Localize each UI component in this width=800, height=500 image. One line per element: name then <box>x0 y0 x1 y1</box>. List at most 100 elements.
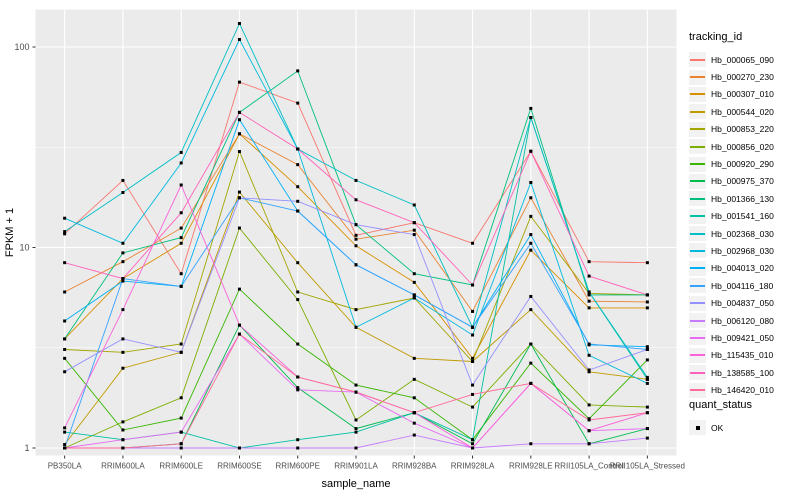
data-point <box>121 337 125 341</box>
data-point <box>179 161 183 165</box>
data-point <box>179 241 183 245</box>
data-point <box>179 416 183 420</box>
data-point <box>529 381 533 385</box>
legend-items: Hb_000065_090 Hb_000270_230 Hb_000307_010 H… <box>689 51 799 399</box>
data-point <box>587 260 591 264</box>
data-point <box>529 214 533 218</box>
data-point <box>121 446 125 450</box>
data-point <box>412 433 416 437</box>
data-point <box>587 274 591 278</box>
data-point <box>471 392 475 396</box>
data-point <box>63 232 67 236</box>
legend-key-swatch <box>689 121 706 137</box>
legend-item-label: Hb_001366_130 <box>711 193 774 204</box>
data-point <box>354 427 358 431</box>
data-point <box>412 377 416 381</box>
data-point <box>121 260 125 264</box>
data-point <box>296 446 300 450</box>
data-point <box>529 180 533 184</box>
legend-item-Hb_001541_160: Hb_001541_160 <box>689 208 799 225</box>
legend-key-swatch <box>689 191 706 207</box>
data-point <box>354 430 358 434</box>
data-point <box>63 216 67 220</box>
legend-item-Hb_138585_100: Hb_138585_100 <box>689 364 799 381</box>
legend-item-label: Hb_138585_100 <box>711 367 774 378</box>
data-point <box>121 438 125 442</box>
x-tick-label: RRIM600SE <box>217 462 261 471</box>
series-color-line <box>690 389 705 392</box>
data-point <box>237 446 241 450</box>
data-point <box>354 233 358 237</box>
data-point <box>354 244 358 248</box>
data-point <box>179 442 183 446</box>
data-point <box>237 110 241 114</box>
data-point <box>296 342 300 346</box>
data-point <box>587 342 591 346</box>
x-tick-label: RRIM600LA <box>101 462 145 471</box>
data-point <box>471 442 475 446</box>
data-point <box>645 381 649 385</box>
data-point <box>354 446 358 450</box>
data-point <box>529 342 533 346</box>
legend-title: tracking_id <box>689 31 743 43</box>
x-tick-label: RRIM928LA <box>451 462 495 471</box>
legend-item-Hb_002368_030: Hb_002368_030 <box>689 225 799 242</box>
legend2-key-swatch <box>689 420 706 436</box>
data-point <box>471 383 475 387</box>
x-tick-label: RRII105LA_Stressed <box>610 462 685 471</box>
data-point <box>237 226 241 230</box>
data-point <box>237 332 241 336</box>
data-point <box>645 375 649 379</box>
data-point <box>587 368 591 372</box>
data-point <box>587 442 591 446</box>
data-point <box>237 118 241 122</box>
legend-item-Hb_001366_130: Hb_001366_130 <box>689 190 799 207</box>
data-point <box>179 430 183 434</box>
data-point <box>412 296 416 300</box>
legend-key-swatch <box>689 295 706 311</box>
legend-key-swatch <box>689 243 706 259</box>
legend-key-swatch <box>689 208 706 224</box>
data-point <box>645 345 649 349</box>
data-point <box>354 198 358 202</box>
data-point <box>296 209 300 213</box>
series-color-line <box>690 302 705 305</box>
data-point <box>587 370 591 374</box>
data-point <box>471 438 475 442</box>
legend-key-swatch <box>689 365 706 381</box>
series-color-line <box>690 58 705 61</box>
data-point <box>645 300 649 304</box>
data-point <box>529 361 533 365</box>
legend-key-swatch <box>689 52 706 68</box>
legend-item-label: Hb_000856_020 <box>711 141 774 152</box>
data-point <box>63 337 67 341</box>
series-color-line <box>690 232 705 235</box>
legend-key-swatch <box>689 173 706 189</box>
y-tick-label: 100 <box>14 42 29 52</box>
series-color-line <box>690 76 705 79</box>
data-point <box>354 308 358 312</box>
legend-item-Hb_000065_090: Hb_000065_090 <box>689 51 799 68</box>
legend-key-swatch <box>689 330 706 346</box>
legend-item-label: Hb_000544_020 <box>711 106 774 117</box>
data-point <box>645 261 649 265</box>
data-point <box>237 132 241 136</box>
series-color-line <box>690 163 705 166</box>
data-point <box>296 438 300 442</box>
data-point <box>296 388 300 392</box>
data-point <box>471 283 475 287</box>
series-color-line <box>690 145 705 148</box>
data-point <box>179 272 183 276</box>
data-point <box>179 396 183 400</box>
data-point <box>645 347 649 351</box>
data-point <box>237 196 241 200</box>
legend-item-label: Hb_000065_090 <box>711 54 774 65</box>
data-point <box>121 420 125 424</box>
data-point <box>237 323 241 327</box>
data-point <box>412 421 416 425</box>
data-point <box>529 116 533 120</box>
data-point <box>296 298 300 302</box>
data-point <box>587 418 591 422</box>
y-tick-label: 1 <box>24 443 29 453</box>
